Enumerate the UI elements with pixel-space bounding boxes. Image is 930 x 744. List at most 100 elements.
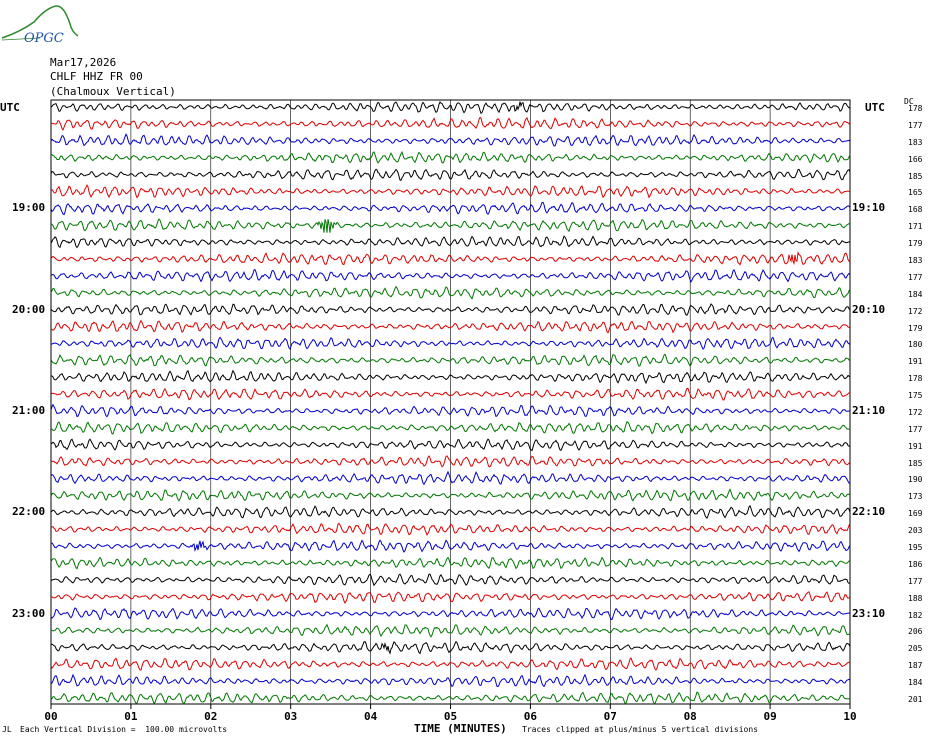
dc-offset-label: 183 (908, 255, 923, 265)
dc-offset-label: 177 (908, 424, 923, 434)
left-axis-title: UTC (0, 101, 20, 114)
opgc-logo: OPGC (1, 5, 79, 46)
x-tick-label: 06 (523, 710, 538, 723)
trace-line (50, 591, 851, 605)
x-tick-label: 10 (843, 710, 857, 723)
dc-offset-label: 172 (908, 407, 923, 417)
header-site: (Chalmoux Vertical) (50, 85, 176, 98)
dc-column-title: DC (904, 97, 914, 106)
dc-offset-label: 166 (908, 154, 923, 164)
dc-offset-label: 203 (908, 526, 923, 536)
trace-line (50, 640, 851, 655)
x-tick-label: 07 (603, 710, 617, 723)
trace-line (50, 303, 851, 316)
trace-line (50, 691, 851, 705)
dc-offset-label: 172 (908, 306, 923, 316)
x-tick-label: 09 (763, 710, 777, 723)
right-time-label: 19:10 (852, 201, 886, 215)
trace-line (50, 403, 851, 418)
dc-offset-label: 182 (908, 610, 923, 620)
x-tick-label: 03 (284, 710, 298, 723)
dc-offset-label: 185 (908, 458, 923, 468)
dc-offset-label: 179 (908, 239, 923, 249)
trace-line (50, 623, 851, 638)
x-tick-label: 00 (44, 710, 58, 723)
trace-line (50, 183, 851, 199)
trace-line (50, 539, 851, 553)
trace-line (50, 319, 851, 334)
left-time-label: 19:00 (12, 201, 46, 215)
trace-line (50, 387, 851, 401)
trace-line (50, 470, 851, 486)
dc-offset-label: 201 (908, 695, 923, 704)
trace-line (50, 285, 851, 300)
trace-line (50, 218, 851, 233)
trace-line (50, 268, 851, 283)
dc-offset-label: 168 (908, 205, 923, 215)
trace-line (50, 116, 851, 131)
dc-offset-label: 177 (908, 120, 923, 130)
trace-line (50, 101, 851, 115)
dc-offset-label: 171 (908, 222, 923, 232)
trace-line (50, 673, 851, 688)
header-date: Mar17,2026 (50, 56, 117, 69)
left-time-label: 21:00 (12, 403, 46, 417)
left-time-label: 23:00 (12, 606, 46, 620)
dc-offset-label: 187 (908, 661, 923, 671)
left-time-label: 22:00 (12, 505, 46, 519)
dc-offset-label: 177 (908, 272, 923, 282)
trace-line (50, 455, 851, 468)
trace-line (50, 133, 851, 147)
right-time-label: 21:10 (852, 403, 886, 417)
x-tick-label: 05 (443, 710, 458, 723)
x-axis-label: TIME (MINUTES) (414, 722, 507, 735)
x-tick-label: 02 (204, 710, 218, 723)
dc-offset-label: 191 (908, 357, 923, 367)
left-time-label: 20:00 (12, 302, 46, 316)
x-tick-label: 08 (683, 710, 697, 723)
svg-text:OPGC: OPGC (24, 31, 64, 46)
dc-offset-label: 188 (908, 593, 923, 603)
footer-scale: Each Vertical Division = 100.00 microvol… (20, 725, 228, 734)
right-time-label: 20:10 (852, 302, 886, 316)
trace-line (50, 336, 851, 350)
dc-offset-label: 205 (908, 644, 923, 654)
trace-line (50, 421, 851, 435)
trace-line (50, 522, 851, 536)
trace-line (50, 150, 851, 164)
dc-offset-label: 195 (908, 543, 923, 553)
trace-line (50, 201, 851, 216)
trace-line (50, 438, 851, 452)
dc-offset-label: 183 (908, 137, 923, 147)
dc-offset-label: 186 (908, 559, 923, 569)
trace-line (50, 504, 851, 519)
header-station: CHLF HHZ FR 00 (50, 70, 143, 83)
footer-clip: Traces clipped at plus/minus 5 vertical … (522, 725, 759, 734)
footer-mark: JL (2, 725, 12, 734)
dc-offset-label: 191 (908, 441, 923, 451)
x-tick-label: 04 (363, 710, 378, 723)
trace-line (50, 657, 851, 671)
dc-offset-label: 165 (908, 188, 923, 198)
dc-offset-label: 179 (908, 323, 923, 333)
dc-offset-label: 190 (908, 475, 923, 485)
dc-offset-label: 177 (908, 576, 923, 586)
trace-line (50, 168, 851, 182)
dc-offset-label: 185 (908, 171, 923, 181)
trace-line (50, 556, 851, 570)
right-axis-title: UTC (865, 101, 885, 114)
trace-line (50, 488, 851, 502)
x-tick-label: 01 (124, 710, 138, 723)
dc-offset-label: 169 (908, 509, 923, 519)
dc-offset-label: 180 (908, 340, 923, 350)
trace-line (50, 369, 851, 385)
trace-line (50, 573, 851, 587)
dc-offset-label: 173 (908, 492, 923, 502)
right-time-label: 22:10 (852, 505, 886, 519)
dc-offset-label: 184 (908, 678, 923, 688)
trace-line (50, 235, 851, 249)
right-time-label: 23:10 (852, 606, 886, 620)
dc-offset-label: 184 (908, 289, 923, 299)
trace-line (50, 353, 851, 367)
